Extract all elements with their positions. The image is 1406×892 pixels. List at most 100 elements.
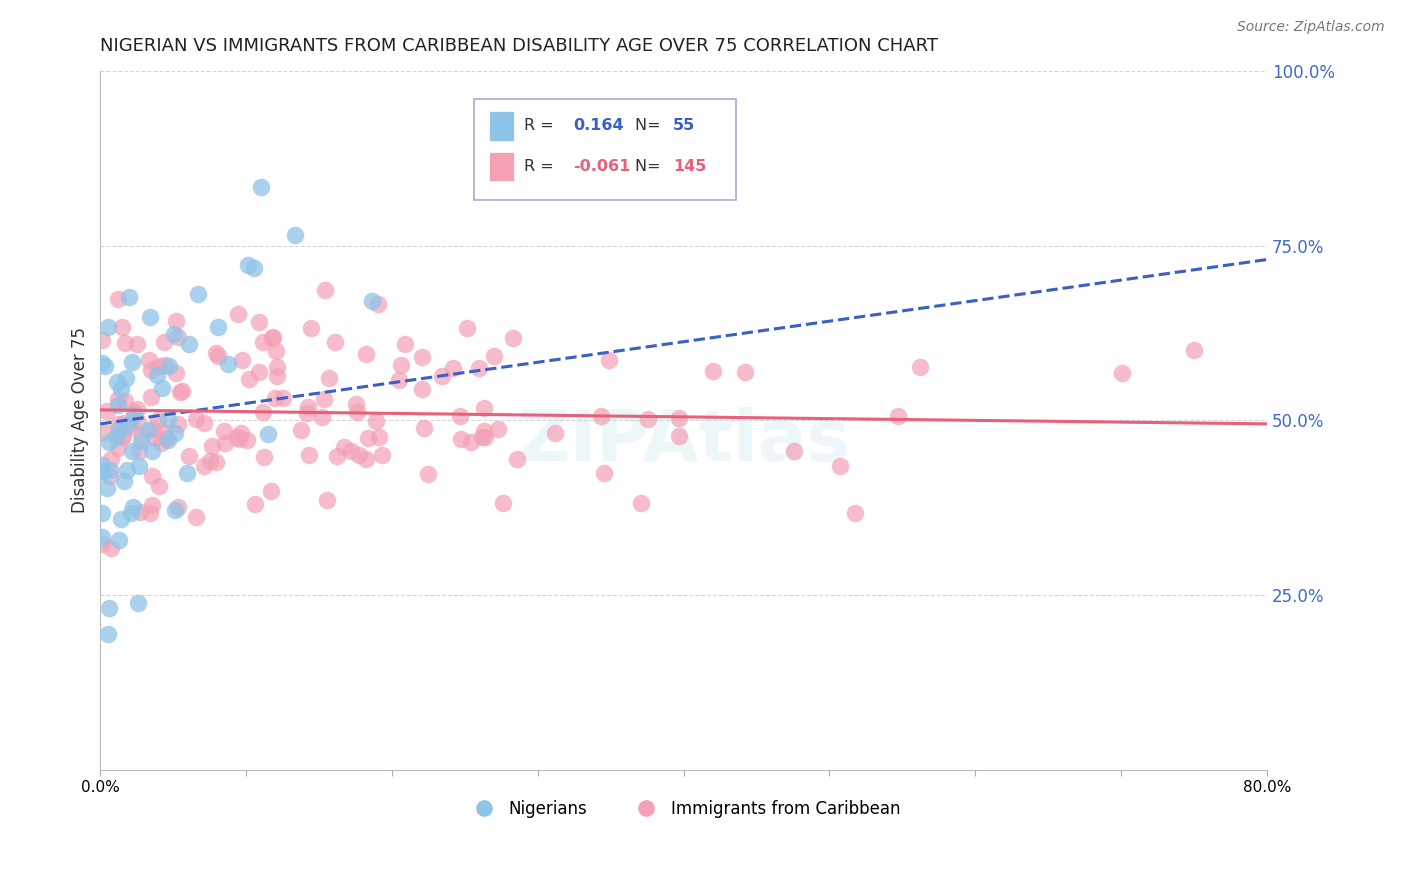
Point [110,382,132,396]
Point [205,345,228,359]
Text: N=: N= [634,159,665,174]
Point [456,321,478,335]
Point [166,500,188,514]
Point [176,466,198,480]
Point [141,498,163,512]
Point [394,337,416,351]
Point [333,440,356,454]
Point [314,283,336,297]
Point [128,444,150,458]
Point [253,450,276,464]
Point [290,423,312,437]
Point [236,433,259,447]
Point [167,330,190,344]
Text: -0.061: -0.061 [572,159,630,174]
Legend: Nigerians, Immigrants from Caribbean: Nigerians, Immigrants from Caribbean [460,793,907,824]
Point [124,404,146,418]
Point [165,313,187,327]
Point [117,417,139,432]
Point [297,400,319,414]
Point [226,307,249,321]
Point [347,448,370,462]
Point [163,326,186,341]
Point [127,415,149,429]
Point [129,505,152,519]
Point [702,364,724,378]
Point [472,425,495,439]
Point [782,444,804,458]
Point [247,315,270,329]
Point [467,360,489,375]
Point [242,260,264,275]
Text: N=: N= [634,119,665,134]
Point [139,363,162,377]
Point [139,310,162,324]
Point [131,434,153,448]
Point [1111,366,1133,380]
Point [207,319,229,334]
Point [152,425,174,439]
Point [250,180,273,194]
Point [315,493,337,508]
Point [295,406,318,420]
Point [844,506,866,520]
Text: 0.164: 0.164 [572,119,623,134]
Y-axis label: Disability Age Over 75: Disability Age Over 75 [72,327,89,514]
Point [910,360,932,375]
Point [593,466,616,480]
Point [252,334,274,349]
Point [163,425,186,440]
FancyBboxPatch shape [474,99,737,200]
Point [449,409,471,423]
Point [125,337,148,351]
Point [148,413,170,427]
Point [98,463,121,477]
Text: 55: 55 [673,119,696,134]
Point [167,417,190,431]
Text: R =: R = [524,159,558,174]
Point [637,412,659,426]
Point [247,365,270,379]
Point [117,290,139,304]
Point [104,430,127,444]
Point [200,454,222,468]
Point [252,405,274,419]
Point [416,467,439,481]
Point [299,321,322,335]
Text: NIGERIAN VS IMMIGRANTS FROM CARIBBEAN DISABILITY AGE OVER 75 CORRELATION CHART: NIGERIAN VS IMMIGRANTS FROM CARIBBEAN DI… [100,37,938,55]
Point [97,319,120,334]
Point [472,401,495,415]
Point [107,292,129,306]
Point [474,430,496,444]
Point [90,507,112,521]
Point [187,286,209,301]
Bar [489,112,515,141]
Point [486,422,509,436]
Point [141,444,163,458]
Point [226,430,249,444]
Point [122,500,145,514]
Point [107,533,129,547]
Point [186,412,208,426]
Point [108,422,131,436]
Point [112,416,135,430]
Point [121,420,143,434]
Point [90,356,112,370]
Point [734,365,756,379]
Point [105,375,128,389]
Point [318,371,340,385]
Point [344,396,367,410]
Point [339,444,361,458]
Point [141,469,163,483]
Point [165,366,187,380]
Point [107,417,129,432]
Point [492,496,515,510]
Point [257,427,280,442]
Point [238,371,260,385]
Point [354,452,377,467]
Point [193,417,215,431]
Point [236,259,259,273]
Point [323,334,346,349]
Point [193,458,215,473]
Point [93,425,115,439]
